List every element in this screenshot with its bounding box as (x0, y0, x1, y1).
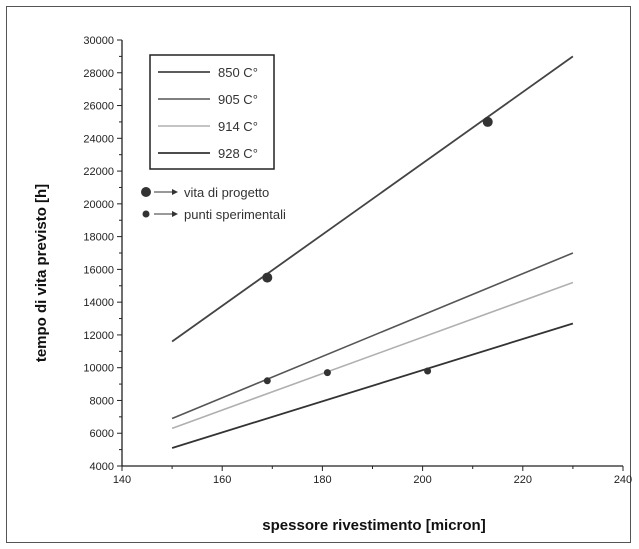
y-tick-label: 30000 (83, 35, 114, 47)
y-tick-label: 14000 (83, 297, 114, 309)
x-tick-labels: 140 160 180 200 220 240 (113, 474, 632, 486)
legend-marker-2 (142, 210, 150, 218)
legend-arrow-head-2 (172, 211, 178, 217)
y-tick-label: 8000 (90, 395, 114, 407)
y-tick-label: 22000 (83, 166, 114, 178)
x-tick-label: 140 (113, 474, 131, 486)
data-markers (262, 116, 493, 385)
x-tick-label: 220 (514, 474, 532, 486)
legend-label-2: 905 C° (218, 92, 258, 107)
legend-label-3: 914 C° (218, 119, 258, 134)
x-tick-label: 160 (213, 474, 231, 486)
chart-frame (6, 6, 631, 543)
y-tick-label: 18000 (83, 232, 114, 244)
x-tick-label: 180 (313, 474, 331, 486)
legend-marker-1 (141, 187, 151, 197)
y-tick-label: 28000 (83, 68, 114, 80)
x-tick-label: 200 (413, 474, 431, 486)
legend-arrow-head-1 (172, 189, 178, 195)
y-tick-labels: 4000 6000 8000 10000 12000 14000 16000 18000 200… (83, 35, 114, 473)
series-lines (171, 55, 574, 449)
legend-box (149, 54, 275, 170)
y-tick-label: 26000 (83, 101, 114, 113)
legend-marker-label-1: vita di progetto (184, 185, 269, 200)
series-line-3 (171, 281, 574, 430)
axes (117, 39, 624, 471)
y-tick-label: 20000 (83, 199, 114, 211)
y-tick-label: 6000 (90, 428, 114, 440)
y-tick-label: 10000 (83, 363, 114, 375)
y-tick-label: 16000 (83, 264, 114, 276)
experimental-point (424, 367, 432, 375)
design-life-point (262, 272, 273, 283)
experimental-point (323, 369, 331, 377)
y-tick-label: 24000 (83, 133, 114, 145)
legend-marker-label-2: punti sperimentali (184, 207, 286, 222)
x-axis-title: spessore rivestimento [micron] (262, 517, 485, 534)
series-line-1 (171, 55, 574, 343)
y-tick-label: 12000 (83, 330, 114, 342)
series-line-2 (171, 252, 574, 420)
x-tick-label: 240 (614, 474, 632, 486)
experimental-point (263, 377, 271, 385)
legend-label-4: 928 C° (218, 146, 258, 161)
series-line-4 (171, 322, 574, 449)
design-life-point (482, 116, 493, 127)
y-tick-label: 4000 (90, 461, 114, 473)
y-axis-title: tempo di vita previsto [h] (33, 184, 50, 362)
legend: 850 C° 905 C° 914 C° 928 C° vita di progetto… (141, 54, 286, 222)
legend-label-1: 850 C° (218, 65, 258, 80)
